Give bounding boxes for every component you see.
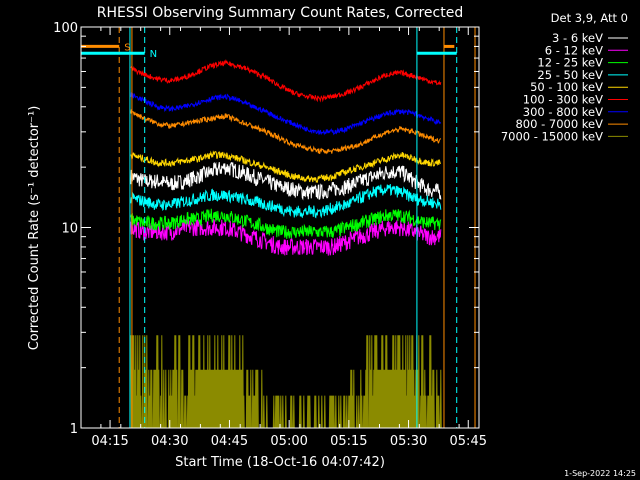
legend-label-2: 6 - 12 keV bbox=[545, 43, 603, 57]
series-line-7 bbox=[130, 92, 442, 136]
series-line-8 bbox=[130, 109, 442, 155]
legend-label-6: 100 - 300 keV bbox=[523, 93, 603, 107]
series-line-4 bbox=[130, 183, 442, 219]
x-tick-label-6: 05:30 bbox=[390, 434, 427, 449]
x-tick-label-4: 05:00 bbox=[270, 434, 307, 449]
legend-label-4: 25 - 50 keV bbox=[537, 68, 603, 82]
y-tick-label-3: 100 bbox=[53, 21, 78, 36]
x-tick-label-3: 04:45 bbox=[211, 434, 248, 449]
series-line-9 bbox=[130, 335, 442, 429]
y-tick-label-2: 10 bbox=[61, 222, 78, 237]
chart-title: RHESSI Observing Summary Count Rates, Co… bbox=[97, 5, 463, 21]
series-line-1 bbox=[130, 161, 442, 201]
y-axis-label: Corrected Count Rate (s⁻¹ detector⁻¹) bbox=[27, 106, 42, 351]
series-line-2 bbox=[130, 218, 442, 256]
legend-header: Det 3,9, Att 0 bbox=[551, 11, 628, 25]
bar-label-N: N bbox=[150, 49, 157, 60]
x-tick-label-1: 04:15 bbox=[91, 434, 128, 449]
series-line-5 bbox=[130, 150, 441, 184]
series-line-3 bbox=[130, 208, 442, 239]
bar-label-S: S bbox=[124, 42, 130, 53]
tick-layer: 04:15 04:30 04:45 05:00 05:15 05:30 05:45 1 10 10… bbox=[53, 21, 487, 449]
legend-label-9: 7000 - 15000 keV bbox=[501, 129, 603, 143]
legend-label-1: 3 - 6 keV bbox=[552, 31, 603, 45]
legend-label-3: 12 - 25 keV bbox=[537, 56, 603, 70]
x-tick-label-7: 05:45 bbox=[450, 434, 487, 449]
x-tick-label-2: 04:30 bbox=[151, 434, 188, 449]
y-tick-label-1: 1 bbox=[70, 422, 78, 437]
x-axis-label: Start Time (18-Oct-16 04:07:42) bbox=[175, 455, 385, 470]
legend-label-8: 800 - 7000 keV bbox=[515, 117, 603, 131]
legend-label-5: 50 - 100 keV bbox=[530, 80, 603, 94]
series-layer bbox=[130, 58, 442, 429]
series-line-6 bbox=[130, 58, 442, 103]
legend-label-7: 300 - 800 keV bbox=[523, 105, 603, 119]
x-tick-label-5: 05:15 bbox=[330, 434, 367, 449]
footer-date: 1-Sep-2022 14:25 bbox=[564, 469, 636, 478]
marker-layer: SN bbox=[81, 27, 476, 428]
